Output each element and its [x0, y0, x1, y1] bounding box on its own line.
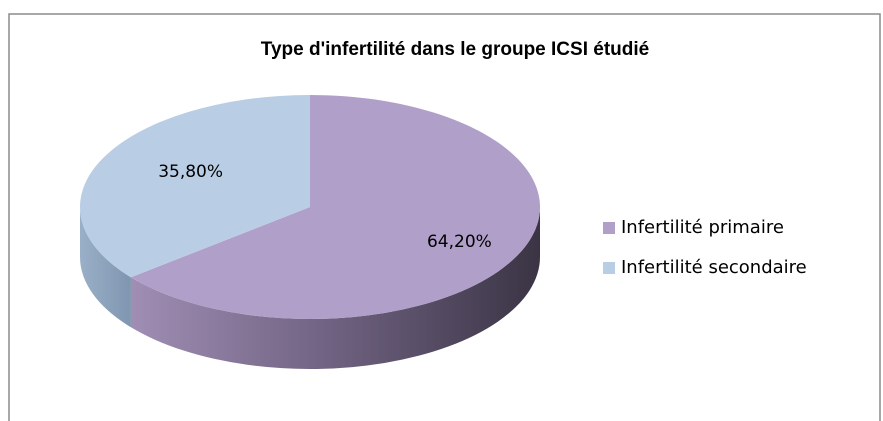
- data-label: 35,80%: [158, 162, 223, 182]
- legend: Infertilité primaire Infertilité secondai…: [603, 217, 807, 278]
- data-label: 64,20%: [427, 232, 492, 252]
- chart-title: Type d'infertilité dans le groupe ICSI é…: [261, 39, 649, 60]
- legend-label: Infertilité primaire: [621, 217, 784, 238]
- legend-swatch: [603, 222, 615, 234]
- pie-side: [80, 207, 131, 328]
- legend-swatch: [603, 262, 615, 274]
- chart-frame: [8, 13, 881, 421]
- pie-slice: [80, 95, 310, 278]
- pie-slice: [130, 95, 540, 320]
- pie-side: [130, 207, 540, 369]
- legend-label: Infertilité secondaire: [621, 257, 807, 278]
- pie: 64,20% 35,80%: [80, 95, 540, 369]
